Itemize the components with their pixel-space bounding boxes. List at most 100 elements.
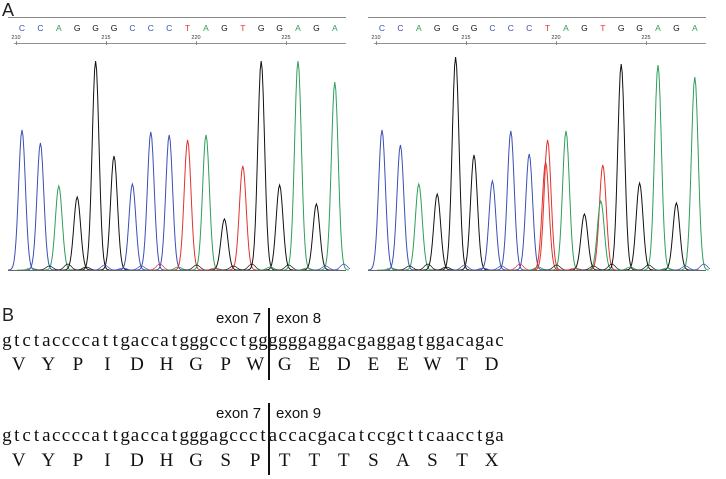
nucleotide: g [287,330,298,351]
base-call-5: G [471,23,478,33]
ruler-tick-1 [466,41,467,45]
amino-acid: V [11,354,26,375]
nucleotide: g [179,425,189,446]
nucleotide: a [495,425,504,446]
ruler-tick-3 [646,41,647,45]
baseline [8,270,346,271]
amino-acid: G [189,354,203,375]
panel-a-label: A [2,0,15,20]
nucleotide: g [317,330,327,351]
header-rule [8,17,346,18]
baseline [368,270,706,271]
chromatogram-right: C C A G G G C C C T A G T G G A G A 210 215 220 225 [368,17,710,271]
nucleotide: g [120,330,130,351]
nucleotide: a [308,330,317,351]
base-call-16: G [673,23,680,33]
nucleotide: t [112,330,118,351]
left-peak-0 [8,129,37,271]
nucleotide: g [189,425,199,446]
amino-acid: T [456,354,468,375]
ruler-label-0: 210 [11,35,20,41]
base-call-2: A [56,23,62,33]
base-call-15: A [295,23,301,33]
amino-acid: S [368,450,379,471]
amino-acid: V [11,450,26,471]
nucleotide: g [189,330,199,351]
nucleotide: g [386,330,396,351]
amino-acid: Y [41,354,56,375]
amino-acid: E [367,354,380,375]
amino-acid: D [336,354,351,375]
left-peak-11 [210,217,239,271]
right-peak-9 [533,139,562,271]
nucleotide: c [229,425,238,446]
left-peak-2 [44,184,73,271]
nucleotide: c [308,425,317,446]
nucleotide: c [51,425,61,446]
base-call-2: A [416,23,422,33]
amino-acid: H [159,450,174,471]
exon7-label-2: exon 7 [216,405,262,422]
nucleotide: c [150,425,159,446]
nucleotide: c [288,425,297,446]
base-call-4: G [92,23,99,33]
right-peak-5 [459,154,489,271]
amino-acid: E [397,354,409,375]
nucleotide: c [455,425,465,446]
right-peak-12 [588,164,617,271]
amino-acid: P [72,450,84,471]
base-call-4: G [452,23,459,33]
amino-acid: X [484,450,499,471]
nucleotide: g [2,425,12,446]
base-call-16: G [313,23,320,33]
base-call-13: G [258,23,265,33]
nucleotide: c [71,330,81,351]
nucleotide: g [268,330,278,351]
nucleotide: c [426,425,435,446]
ruler-label-3: 225 [641,35,650,41]
base-call-8: C [526,23,532,33]
left-peak-15 [283,60,313,271]
nucleotide: t [408,425,414,446]
amino-acid: P [249,450,261,471]
nucleotide: a [130,330,140,351]
nucleotide: a [160,330,169,351]
amino-acid: T [308,450,321,471]
right-peak-11 [570,212,599,271]
nucleotide: g [2,330,12,351]
nucleotide: a [445,425,455,446]
nucleotide: a [42,425,51,446]
nucleotide: g [327,330,337,351]
nucleotide: a [396,330,406,351]
nucleotide: c [337,425,347,446]
ruler-label-1: 215 [461,35,470,41]
base-call-10: A [203,23,209,33]
ruler-label-3: 225 [281,35,290,41]
nucleotide: c [61,330,71,351]
nucleotide: c [219,330,228,351]
base-call-0: C [19,23,25,33]
right-peak-15 [643,64,673,271]
left-peak-9 [173,139,202,271]
base-call-15: A [655,23,661,33]
left-peak-14 [265,183,294,271]
nucleotide: g [248,330,258,351]
exon-junction-line-1 [268,308,270,380]
nucleotide: t [171,330,177,351]
amino-acid: Y [41,450,56,471]
nucleotide: t [102,330,109,351]
nucleotide: g [386,425,396,446]
right-peak-7 [496,130,525,271]
exon7-label-1: exon 7 [216,310,262,327]
nucleotide: a [42,330,51,351]
ruler-tick-3 [286,41,287,45]
base-call-6: C [129,23,135,33]
right-peak-4 [441,56,470,271]
nucleotide: a [347,425,356,446]
right-peak-16 [662,201,691,271]
nucleotide: c [278,425,287,446]
base-call-17: A [332,23,338,33]
nucleotide: g [199,330,209,351]
base-call-5: G [111,23,118,33]
nucleotide: c [51,330,61,351]
